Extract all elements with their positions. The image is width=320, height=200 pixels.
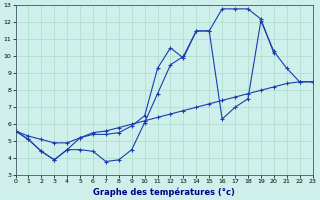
X-axis label: Graphe des températures (°c): Graphe des températures (°c) — [93, 187, 235, 197]
